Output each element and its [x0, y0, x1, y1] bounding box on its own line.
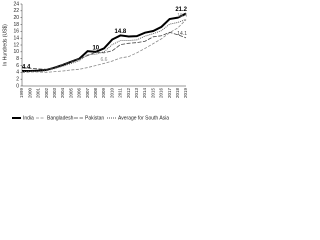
y-tick-label: 18	[13, 22, 19, 28]
x-tick-label: 2008	[93, 88, 98, 99]
x-tick-label: 2009	[101, 88, 106, 99]
x-tick-label: 2017	[167, 88, 172, 99]
series-line	[21, 31, 187, 70]
x-tick-label: 2013	[134, 88, 139, 99]
x-tick-label: 2019	[183, 88, 188, 99]
y-tick-label: 6	[16, 63, 19, 69]
y-axis-title: In Hundreds (US$)	[2, 24, 8, 66]
y-tick-label: 4	[16, 70, 19, 76]
legend-label: Pakistan	[85, 115, 104, 121]
x-tick-label: 2005	[68, 88, 73, 99]
x-tick-label: 2003	[52, 88, 57, 99]
x-tick-label: 1999	[19, 88, 24, 99]
x-tick-label: 2016	[159, 88, 164, 99]
legend-label: Average for South Asia	[118, 115, 169, 121]
y-tick-label: 22	[13, 8, 19, 14]
data-label: 14.1	[177, 31, 187, 37]
data-label: 14.8	[115, 29, 127, 35]
chart: In Hundreds (US$) 0246810121416182022241…	[2, 1, 188, 121]
series-line	[21, 19, 187, 74]
y-tick-label: 8	[16, 56, 19, 62]
legend-label: India	[23, 115, 34, 121]
y-tick-label: 24	[13, 1, 19, 7]
x-tick-label: 2014	[142, 88, 147, 99]
legend-label: Bangladesh	[47, 115, 74, 121]
y-tick-label: 20	[13, 15, 19, 21]
y-tick-label: 12	[13, 42, 19, 48]
x-tick-label: 2018	[175, 88, 180, 99]
x-tick-label: 2012	[126, 88, 131, 99]
data-label: 4.4	[22, 65, 31, 71]
x-tick-label: 2011	[118, 88, 123, 98]
data-label: 21.2	[175, 7, 187, 13]
data-label: 6.6	[101, 57, 108, 63]
x-tick-label: 2006	[77, 88, 82, 99]
data-label: 10	[92, 45, 99, 51]
y-tick-label: 0	[16, 83, 19, 89]
x-tick-label: 2010	[109, 88, 114, 99]
y-tick-label: 10	[13, 49, 19, 55]
data-label: 19.4	[177, 13, 187, 19]
x-tick-label: 2015	[150, 88, 155, 99]
y-tick-label: 2	[16, 76, 19, 82]
y-tick-label: 16	[13, 29, 19, 35]
x-tick-label: 2002	[44, 88, 49, 99]
x-tick-label: 2001	[36, 88, 41, 99]
y-tick-label: 14	[13, 35, 19, 41]
x-tick-label: 2007	[85, 88, 90, 99]
x-tick-label: 2004	[60, 88, 65, 99]
x-tick-label: 2000	[27, 88, 32, 99]
series-line	[22, 12, 187, 72]
